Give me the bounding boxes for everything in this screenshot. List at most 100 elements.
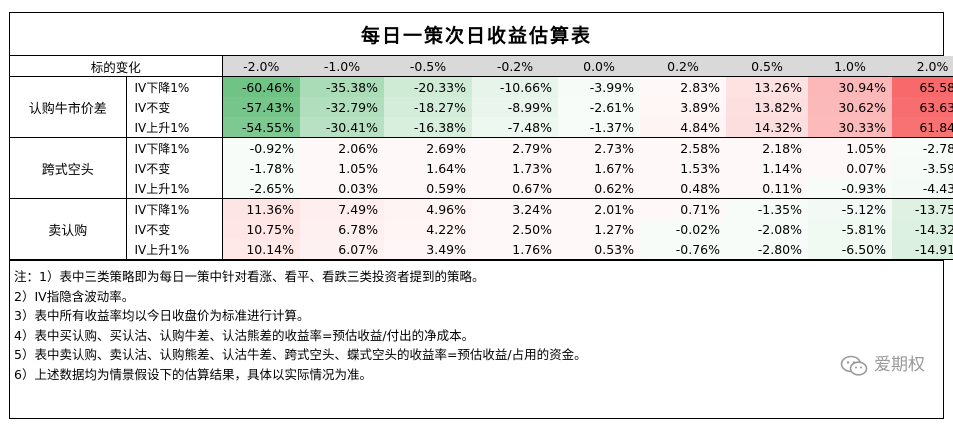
return-value: -2.80% <box>726 239 809 260</box>
return-value: 0.48% <box>640 178 727 199</box>
iv-scenario: IV上升1% <box>126 117 223 138</box>
return-value: 2.83% <box>640 76 727 97</box>
return-value: 10.75% <box>222 219 301 239</box>
note-line: 5）表中卖认购、卖认沽、认购熊差、认沽牛差、跨式空头、蝶式空头的收益率=预估收益… <box>14 347 587 362</box>
return-value: 4.84% <box>640 117 727 138</box>
return-value: 30.94% <box>808 76 893 97</box>
return-value: -20.33% <box>384 76 473 97</box>
return-value: 2.01% <box>558 198 641 219</box>
strategy-name: 卖认购 <box>10 198 127 260</box>
return-value: 0.11% <box>726 178 809 199</box>
return-value: 2.73% <box>558 137 641 158</box>
return-value: -4.43% <box>892 178 953 199</box>
return-value: 63.63% <box>892 97 953 117</box>
return-value: 2.50% <box>472 219 559 239</box>
return-value: 2.06% <box>300 137 385 158</box>
col-header: -2.0% <box>222 56 301 77</box>
note-line: 注：1）表中三类策略即为每日一策中针对看涨、看平、看跌三类投资者提到的策略。 <box>14 269 485 284</box>
col-header: -0.2% <box>472 56 559 77</box>
table-row: 跨式空头 IV下降1% -0.92% 2.06% 2.69% 2.79% 2.73% 2.58… <box>10 137 953 199</box>
return-value: 0.53% <box>558 239 641 260</box>
iv-scenario: IV不变 <box>126 97 223 117</box>
return-value: -5.81% <box>808 219 893 239</box>
strategy-name: 跨式空头 <box>10 137 127 199</box>
table-row: 卖认购 IV下降1% 11.36% 7.49% 4.96% 3.24% 2.01% 0.71%… <box>10 198 953 260</box>
return-value: -1.37% <box>558 117 641 138</box>
return-value: -3.59% <box>892 158 953 178</box>
iv-scenario: IV下降1% <box>126 76 223 97</box>
return-value: 30.33% <box>808 117 893 138</box>
return-value: -2.08% <box>726 219 809 239</box>
table-row: IV不变 10.75% 6.78% 4.22% 2.50% 1.27% -0.02% -2.0… <box>10 219 953 239</box>
col-header: 1.0% <box>808 56 893 77</box>
return-value: 61.84% <box>892 117 953 138</box>
iv-scenario: IV上升1% <box>126 178 223 199</box>
return-value: -1.78% <box>222 158 301 178</box>
return-value: -30.41% <box>300 117 385 138</box>
return-value: 2.69% <box>384 137 473 158</box>
return-value: -1.35% <box>726 198 809 219</box>
return-value: -0.93% <box>808 178 893 199</box>
return-value: -2.65% <box>222 178 301 199</box>
return-value: 13.82% <box>726 97 809 117</box>
return-value: -16.38% <box>384 117 473 138</box>
table-row: IV上升1% -54.55% -30.41% -16.38% -7.48% -1.37% 4… <box>10 117 953 138</box>
return-value: 2.79% <box>472 137 559 158</box>
return-value: -0.02% <box>640 219 727 239</box>
header-row: 标的变化 -2.0% -1.0% -0.5% -0.2% 0.0% 0.2% 0… <box>10 56 953 77</box>
return-value: -32.79% <box>300 97 385 117</box>
return-value: -2.78% <box>892 137 953 158</box>
return-value: -6.50% <box>808 239 893 260</box>
watermark: 爱期权 <box>840 355 925 377</box>
return-value: 0.07% <box>808 158 893 178</box>
return-value: -60.46% <box>222 76 301 97</box>
return-value: 1.64% <box>384 158 473 178</box>
watermark-text: 爱期权 <box>874 355 925 376</box>
iv-scenario: IV不变 <box>126 158 223 178</box>
return-value: 65.58% <box>892 76 953 97</box>
return-value: -35.38% <box>300 76 385 97</box>
return-value: 2.18% <box>726 137 809 158</box>
return-value: 1.27% <box>558 219 641 239</box>
col-header: 0.2% <box>640 56 727 77</box>
table-row: IV不变 -57.43% -32.79% -18.27% -8.99% -2.61% 3.8… <box>10 97 953 117</box>
iv-scenario: IV下降1% <box>126 198 223 219</box>
col-header: -0.5% <box>384 56 473 77</box>
return-value: 2.58% <box>640 137 727 158</box>
return-value: 1.73% <box>472 158 559 178</box>
return-value: 3.49% <box>384 239 473 260</box>
return-value: -14.91% <box>892 239 953 260</box>
return-value: 3.89% <box>640 97 727 117</box>
return-value: 4.22% <box>384 219 473 239</box>
return-value: -18.27% <box>384 97 473 117</box>
iv-scenario: IV下降1% <box>126 137 223 158</box>
col-header: 0.0% <box>558 56 641 77</box>
note-line: 4）表中买认购、买认沽、认购牛差、认沽熊差的收益率=预估收益/付出的净成本。 <box>14 327 475 343</box>
return-value: 1.05% <box>300 158 385 178</box>
return-value: 0.03% <box>300 178 385 199</box>
estimate-table-panel: 每日一策次日收益估算表 标的变化 -2.0% -1.0% -0.5% -0.2%… <box>9 12 953 419</box>
return-value: 0.62% <box>558 178 641 199</box>
return-value: 1.76% <box>472 239 559 260</box>
note-line: 2）IV指隐含波动率。 <box>14 288 135 304</box>
return-value: 7.49% <box>300 198 385 219</box>
return-value: 11.36% <box>222 198 301 219</box>
return-value: 1.14% <box>726 158 809 178</box>
return-value: 14.32% <box>726 117 809 138</box>
return-value: 30.62% <box>808 97 893 117</box>
table-row: IV上升1% -2.65% 0.03% 0.59% 0.67% 0.62% 0.48% 0.1… <box>10 178 953 199</box>
iv-scenario: IV不变 <box>126 219 223 239</box>
returns-table: 标的变化 -2.0% -1.0% -0.5% -0.2% 0.0% 0.2% 0… <box>10 56 953 260</box>
notes-section: 注：1）表中三类策略即为每日一策中针对看涨、看平、看跌三类投资者提到的策略。 2… <box>10 260 943 391</box>
table-row: IV上升1% 10.14% 6.07% 3.49% 1.76% 0.53% -0.76% -2… <box>10 239 953 260</box>
return-value: 3.24% <box>472 198 559 219</box>
return-value: -8.99% <box>472 97 559 117</box>
return-value: -5.12% <box>808 198 893 219</box>
return-value: 0.59% <box>384 178 473 199</box>
iv-scenario: IV上升1% <box>126 239 223 260</box>
col-header: -1.0% <box>300 56 385 77</box>
return-value: 1.67% <box>558 158 641 178</box>
return-value: 1.53% <box>640 158 727 178</box>
return-value: -0.76% <box>640 239 727 260</box>
return-value: -14.32% <box>892 219 953 239</box>
